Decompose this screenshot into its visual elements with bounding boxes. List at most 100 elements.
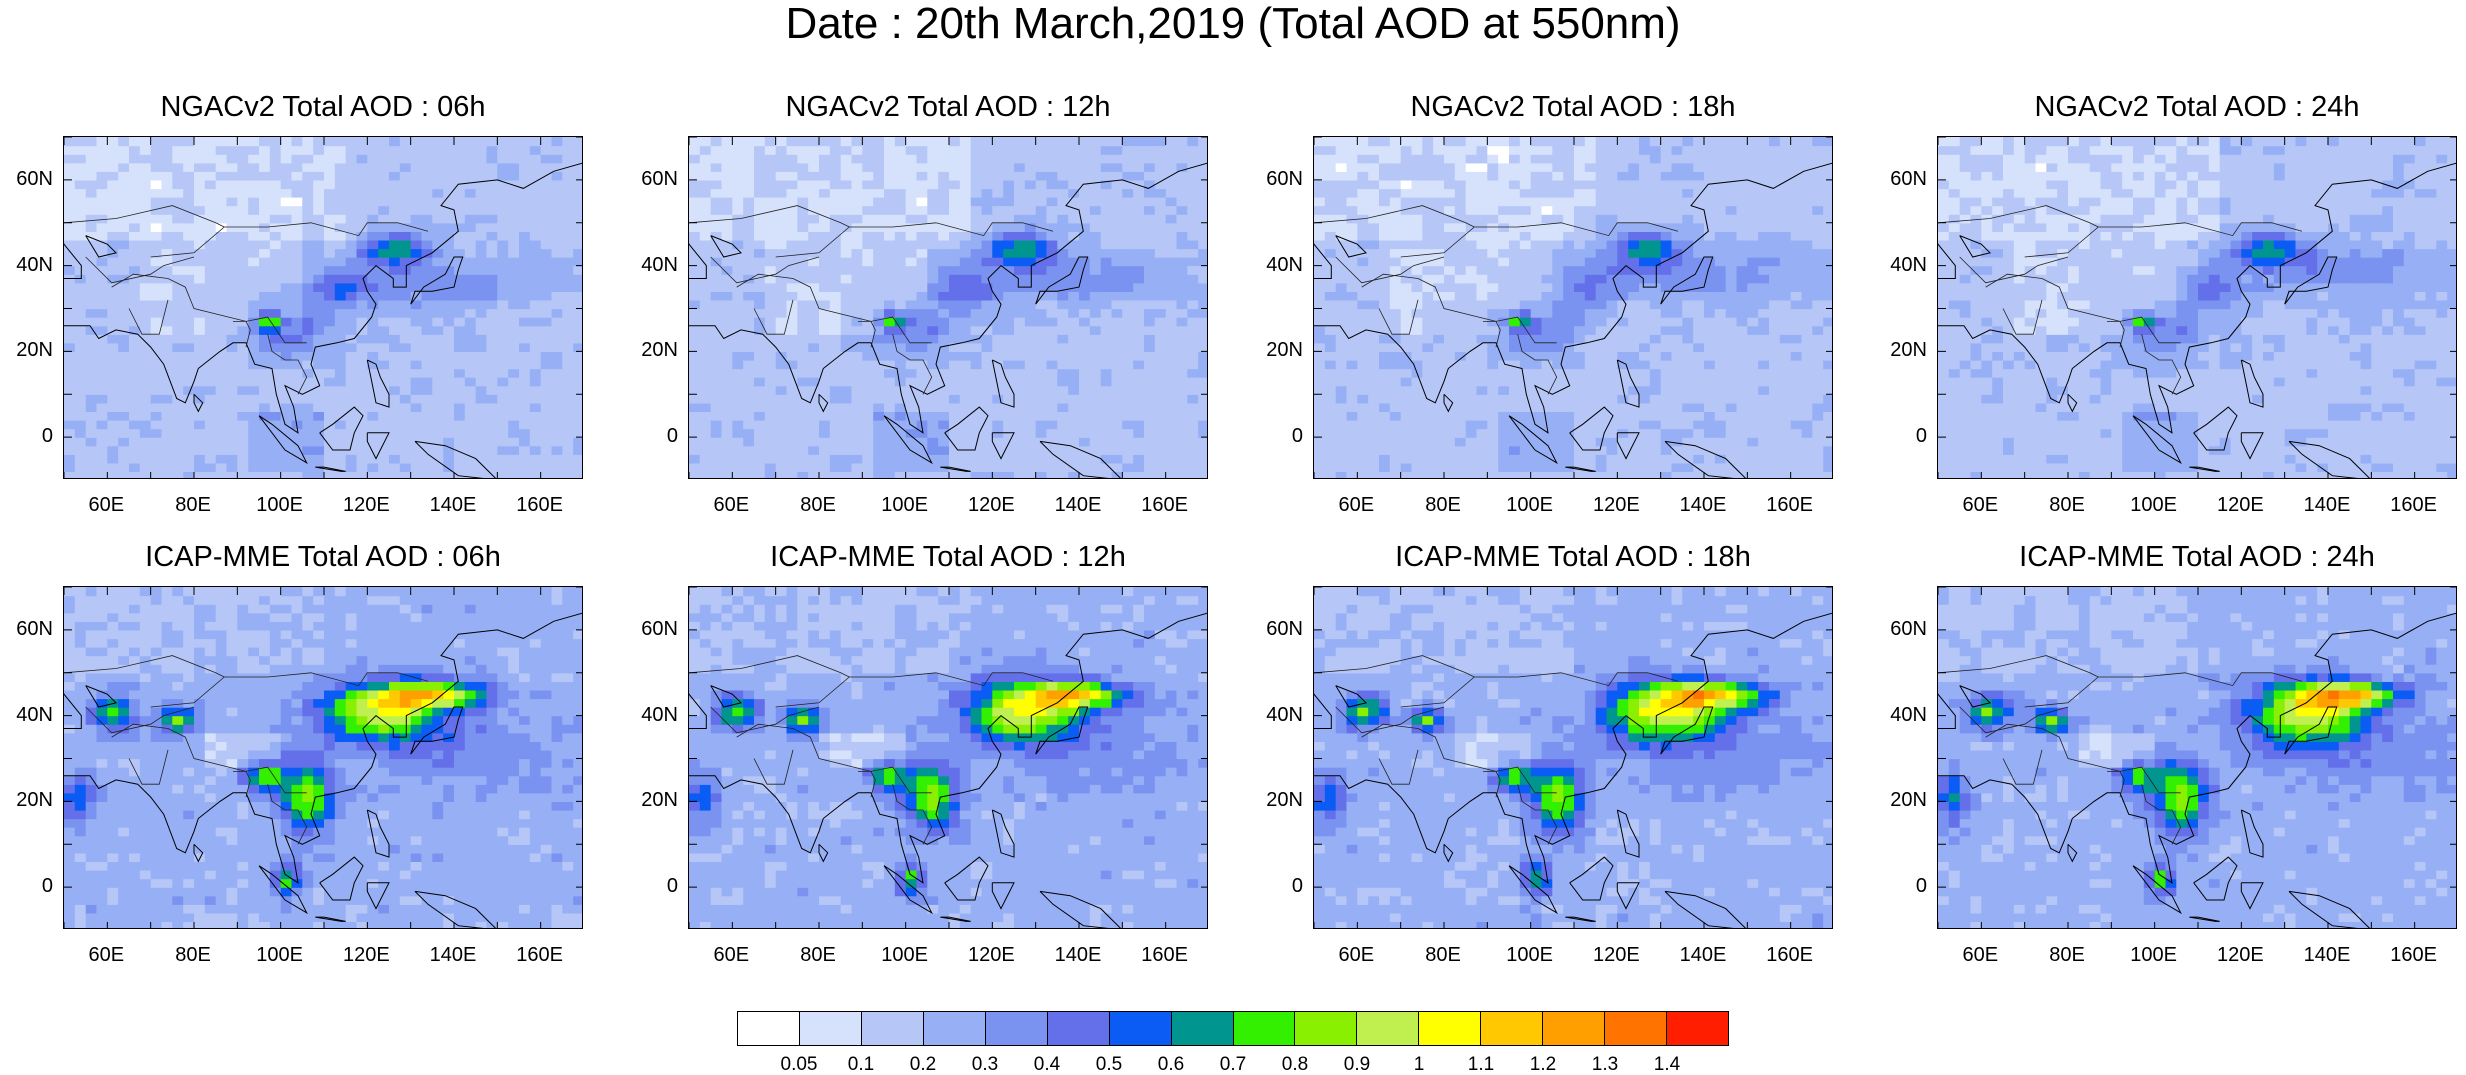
colorbar-label: 0.9 bbox=[1327, 1055, 1387, 1075]
panel-title: NGACv2 Total AOD : 24h bbox=[1937, 92, 2457, 122]
x-tick-label: 100E bbox=[250, 945, 310, 965]
x-tick-label: 140E bbox=[1673, 945, 1733, 965]
colorbar-label: 0.7 bbox=[1203, 1055, 1263, 1075]
colorbar-label: 0.1 bbox=[831, 1055, 891, 1075]
colorbar-label: 0.4 bbox=[1017, 1055, 1077, 1075]
y-tick-label: 60N bbox=[628, 619, 678, 639]
x-tick-label: 120E bbox=[2210, 945, 2270, 965]
x-tick-label: 140E bbox=[2297, 495, 2357, 515]
x-tick-label: 120E bbox=[961, 945, 1021, 965]
x-tick-label: 100E bbox=[1500, 495, 1560, 515]
y-tick-label: 40N bbox=[628, 705, 678, 725]
y-tick-label: 60N bbox=[1253, 619, 1303, 639]
colorbar-swatch bbox=[862, 1012, 924, 1045]
y-tick-label: 60N bbox=[628, 169, 678, 189]
x-tick-label: 120E bbox=[336, 945, 396, 965]
y-tick-label: 40N bbox=[1253, 255, 1303, 275]
x-tick-label: 100E bbox=[875, 945, 935, 965]
aod-map-icap-mme-18h bbox=[1313, 586, 1833, 929]
aod-field bbox=[689, 137, 1208, 479]
aod-map-ngacv2-18h bbox=[1313, 136, 1833, 479]
x-tick-label: 120E bbox=[336, 495, 396, 515]
y-tick-label: 0 bbox=[1253, 876, 1303, 896]
y-tick-label: 20N bbox=[628, 790, 678, 810]
colorbar-swatch bbox=[1357, 1012, 1419, 1045]
x-tick-label: 160E bbox=[1135, 495, 1195, 515]
panel-title: ICAP-MME Total AOD : 06h bbox=[63, 542, 583, 572]
colorbar-label: 0.5 bbox=[1079, 1055, 1139, 1075]
y-tick-label: 60N bbox=[3, 619, 53, 639]
main-title: Date : 20th March,2019 (Total AOD at 550… bbox=[0, 2, 2466, 46]
y-tick-label: 20N bbox=[628, 340, 678, 360]
colorbar-swatch bbox=[1048, 1012, 1110, 1045]
aod-map-icap-mme-12h bbox=[688, 586, 1208, 929]
colorbar-swatch bbox=[1110, 1012, 1172, 1045]
x-tick-label: 80E bbox=[163, 945, 223, 965]
x-tick-label: 140E bbox=[2297, 945, 2357, 965]
panel-title: ICAP-MME Total AOD : 18h bbox=[1313, 542, 1833, 572]
x-tick-label: 100E bbox=[2124, 495, 2184, 515]
colorbar-label: 1 bbox=[1389, 1055, 1449, 1075]
x-tick-label: 160E bbox=[1760, 945, 1820, 965]
aod-map-ngacv2-12h bbox=[688, 136, 1208, 479]
y-tick-label: 0 bbox=[628, 426, 678, 446]
aod-map-ngacv2-24h bbox=[1937, 136, 2457, 479]
x-tick-label: 140E bbox=[1673, 495, 1733, 515]
x-tick-label: 160E bbox=[2384, 945, 2444, 965]
x-tick-label: 60E bbox=[701, 945, 761, 965]
colorbar-swatch bbox=[1667, 1012, 1728, 1045]
colorbar-label: 0.6 bbox=[1141, 1055, 1201, 1075]
aod-field bbox=[1314, 137, 1833, 479]
x-tick-label: 120E bbox=[1586, 495, 1646, 515]
aod-map-ngacv2-06h bbox=[63, 136, 583, 479]
aod-field bbox=[689, 587, 1208, 929]
y-tick-label: 0 bbox=[1253, 426, 1303, 446]
x-tick-label: 80E bbox=[163, 495, 223, 515]
x-tick-label: 140E bbox=[423, 945, 483, 965]
y-tick-label: 60N bbox=[3, 169, 53, 189]
y-tick-label: 0 bbox=[1877, 876, 1927, 896]
y-tick-label: 60N bbox=[1877, 169, 1927, 189]
y-tick-label: 20N bbox=[1253, 340, 1303, 360]
colorbar-swatch bbox=[1234, 1012, 1296, 1045]
x-tick-label: 140E bbox=[1048, 945, 1108, 965]
x-tick-label: 120E bbox=[961, 495, 1021, 515]
aod-field bbox=[64, 587, 583, 929]
colorbar-label: 1.2 bbox=[1513, 1055, 1573, 1075]
colorbar-swatch bbox=[1295, 1012, 1357, 1045]
x-tick-label: 100E bbox=[875, 495, 935, 515]
x-tick-label: 160E bbox=[510, 495, 570, 515]
y-tick-label: 60N bbox=[1253, 169, 1303, 189]
panel-title: NGACv2 Total AOD : 06h bbox=[63, 92, 583, 122]
colorbar-swatch bbox=[1605, 1012, 1667, 1045]
colorbar-label: 1.4 bbox=[1637, 1055, 1697, 1075]
aod-field bbox=[64, 137, 583, 479]
x-tick-label: 160E bbox=[510, 945, 570, 965]
y-tick-label: 60N bbox=[1877, 619, 1927, 639]
x-tick-label: 60E bbox=[701, 495, 761, 515]
colorbar-label: 0.2 bbox=[893, 1055, 953, 1075]
x-tick-label: 120E bbox=[1586, 945, 1646, 965]
y-tick-label: 0 bbox=[3, 426, 53, 446]
x-tick-label: 60E bbox=[1326, 495, 1386, 515]
panel-title: NGACv2 Total AOD : 12h bbox=[688, 92, 1208, 122]
x-tick-label: 100E bbox=[2124, 945, 2184, 965]
y-tick-label: 20N bbox=[1877, 340, 1927, 360]
x-tick-label: 60E bbox=[1326, 945, 1386, 965]
y-tick-label: 40N bbox=[1253, 705, 1303, 725]
colorbar-label: 1.3 bbox=[1575, 1055, 1635, 1075]
colorbar-label: 1.1 bbox=[1451, 1055, 1511, 1075]
colorbar-swatch bbox=[1419, 1012, 1481, 1045]
x-tick-label: 60E bbox=[1950, 945, 2010, 965]
colorbar-label: 0.05 bbox=[769, 1055, 829, 1075]
y-tick-label: 40N bbox=[3, 705, 53, 725]
y-tick-label: 40N bbox=[1877, 255, 1927, 275]
aod-map-icap-mme-06h bbox=[63, 586, 583, 929]
x-tick-label: 80E bbox=[2037, 495, 2097, 515]
colorbar-label: 0.3 bbox=[955, 1055, 1015, 1075]
colorbar-swatch bbox=[738, 1012, 800, 1045]
y-tick-label: 0 bbox=[1877, 426, 1927, 446]
y-tick-label: 40N bbox=[3, 255, 53, 275]
x-tick-label: 100E bbox=[1500, 945, 1560, 965]
x-tick-label: 60E bbox=[76, 495, 136, 515]
